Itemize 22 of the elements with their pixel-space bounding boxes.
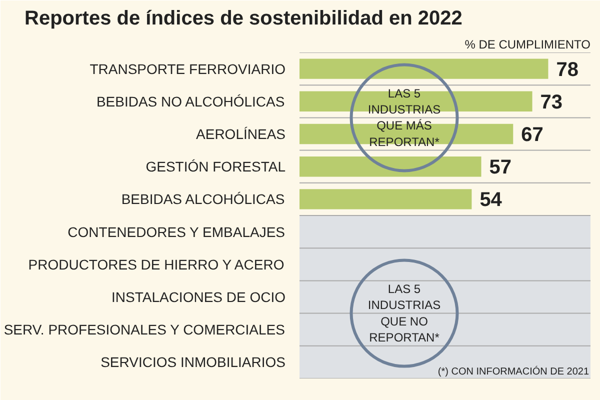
y-tick-label: GESTIÓN FORESTAL	[146, 158, 286, 175]
bar	[300, 189, 472, 210]
bar	[300, 156, 482, 177]
chart-title: Reportes de índices de sostenibilidad en 2022	[24, 8, 462, 30]
y-tick-label: BEBIDAS ALCOHÓLICAS	[121, 191, 285, 208]
y-tick-label: SERV. PROFESIONALES Y COMERCIALES	[4, 322, 286, 338]
y-tick-label: TRANSPORTE FERROVIARIO	[90, 60, 286, 77]
annotation: (*) CON INFORMACIÓN DE 2021	[438, 365, 590, 378]
y-tick-label: INSTALACIONES DE OCIO	[112, 289, 286, 305]
y-tick-label: CONTENEDORES Y EMBALAJES	[68, 224, 285, 240]
y-tick-label: SERVICIOS INMOBILIARIOS	[100, 354, 286, 370]
data-label: 57	[489, 156, 512, 179]
y-tick-label: PRODUCTORES DE HIERRO Y ACERO	[28, 256, 284, 272]
data-label: 73	[540, 91, 563, 114]
y-tick-label: AEROLÍNEAS	[196, 126, 286, 142]
annotation: LAS 5 INDUSTRIAS QUE NO REPORTAN*	[368, 282, 441, 344]
bar	[300, 58, 548, 79]
data-label: 78	[556, 58, 578, 81]
y-tick-label: BEBIDAS NO ALCOHÓLICAS	[96, 93, 285, 110]
data-label: 67	[521, 124, 544, 146]
data-label: 54	[480, 189, 503, 212]
x-axis-title: % DE CUMPLIMIENTO	[464, 38, 590, 52]
